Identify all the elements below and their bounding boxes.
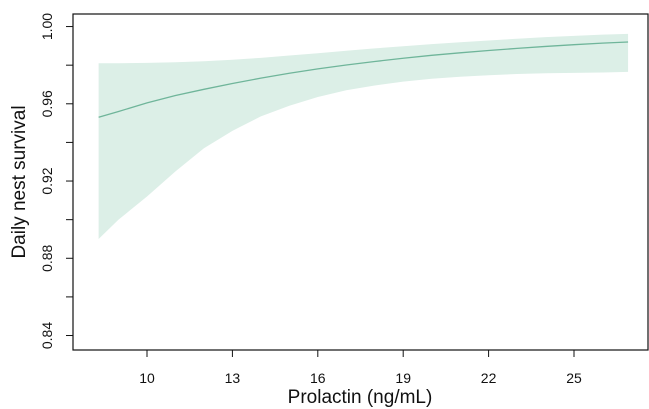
y-tick-label: 1.00	[39, 13, 55, 40]
x-tick-label: 19	[395, 370, 411, 386]
x-axis: 10 13 16 19 22 25	[139, 350, 582, 386]
fitted-line	[98, 41, 629, 118]
y-axis-title: Daily nest survival	[9, 105, 30, 258]
y-tick-label: 0.88	[39, 244, 55, 271]
confidence-band	[98, 33, 629, 239]
x-axis-title: Prolactin (ng/mL)	[288, 387, 433, 408]
y-tick-label: 0.96	[39, 90, 55, 117]
x-tick-label: 16	[310, 370, 326, 386]
x-tick-label: 22	[481, 370, 497, 386]
x-tick-label: 25	[566, 370, 582, 386]
x-tick-label: 10	[139, 370, 155, 386]
y-tick-label: 0.84	[39, 322, 55, 349]
x-tick-label: 13	[225, 370, 241, 386]
y-tick-label: 0.92	[39, 167, 55, 194]
y-axis: 0.84 0.88 0.92 0.96 1.00	[39, 13, 73, 349]
